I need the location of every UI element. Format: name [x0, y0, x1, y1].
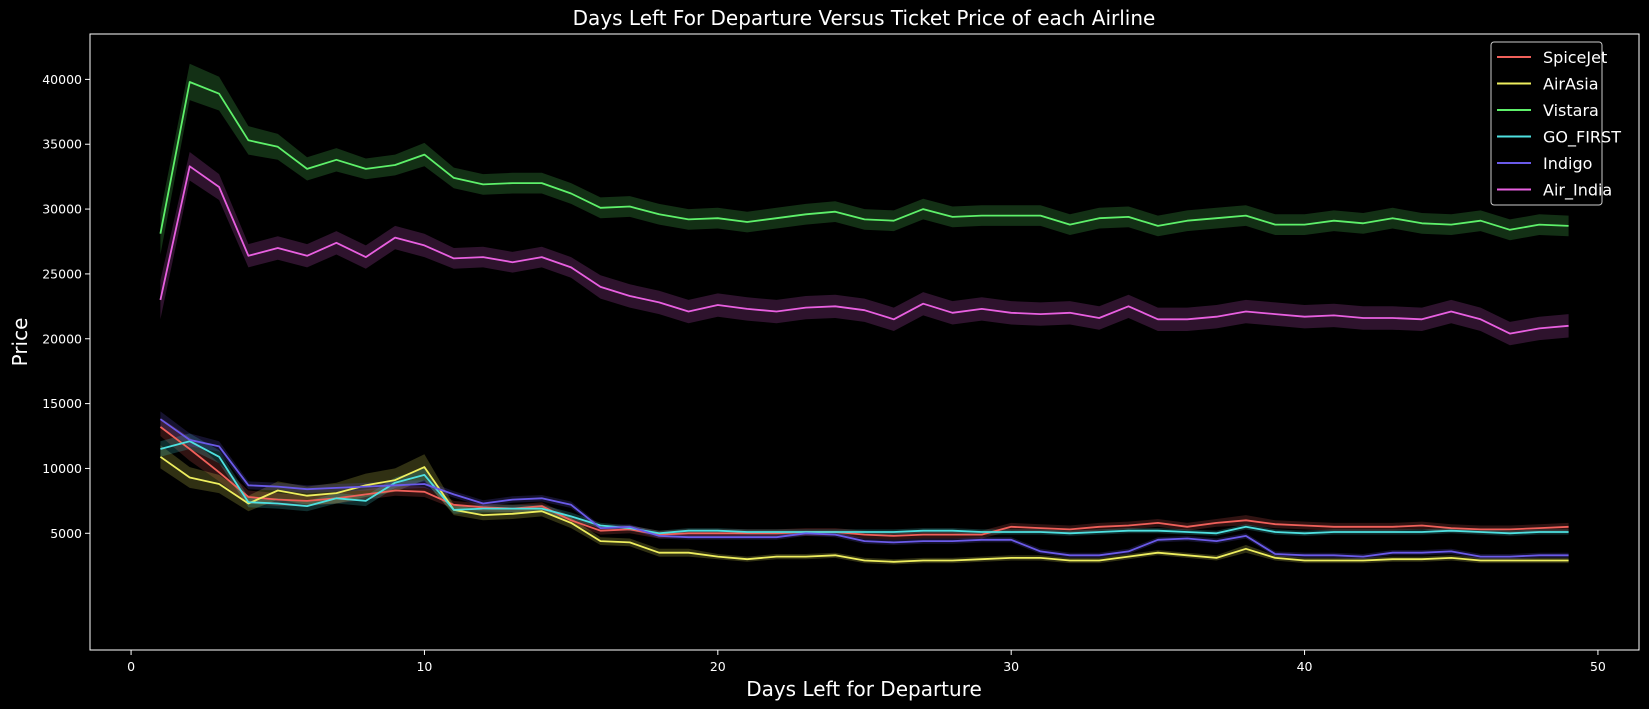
y-tick-label: 20000: [42, 331, 82, 346]
y-axis-ticks: 5000 10000 15000 20000 25000 30000 35000 40000: [42, 72, 90, 541]
line-vistara: [159, 81, 1569, 234]
x-tick-label: 40: [1297, 659, 1313, 674]
legend-label-go-first: GO_FIRST: [1543, 128, 1621, 148]
y-tick-label: 30000: [42, 202, 82, 217]
line-indigo: [159, 418, 1569, 558]
y-tick-label: 10000: [42, 461, 82, 476]
x-tick-label: 0: [127, 659, 135, 674]
x-tick-label: 50: [1590, 659, 1606, 674]
legend: SpiceJet AirAsia Vistara GO_FIRST Indigo Air_…: [1490, 41, 1621, 206]
y-tick-label: 40000: [42, 72, 82, 87]
y-tick-label: 25000: [42, 266, 82, 281]
legend-label-vistara: Vistara: [1543, 101, 1599, 120]
legend-label-spicejet: SpiceJet: [1543, 48, 1607, 67]
y-tick-label: 15000: [42, 396, 82, 411]
band-vistara: [160, 63, 1569, 255]
chart-title: Days Left For Departure Versus Ticket Pr…: [573, 6, 1156, 30]
legend-label-airasia: AirAsia: [1543, 75, 1599, 94]
y-tick-label: 35000: [42, 137, 82, 152]
x-tick-label: 10: [416, 659, 432, 674]
x-tick-label: 20: [710, 659, 726, 674]
x-axis-ticks: 0 10 20 30 40 50: [127, 650, 1606, 674]
line-go-first: [160, 440, 1569, 535]
band-air-india: [160, 152, 1569, 346]
band-go-first: [160, 433, 1569, 536]
x-tick-label: 30: [1003, 659, 1019, 674]
legend-label-air-india: Air_India: [1543, 181, 1612, 201]
x-axis-title: Days Left for Departure: [746, 677, 982, 701]
plot-frame: [89, 33, 1640, 651]
y-axis-title: Price: [8, 318, 32, 367]
line-spicejet: [159, 426, 1569, 537]
y-tick-label: 5000: [50, 526, 82, 541]
line-airasia: [159, 456, 1569, 563]
legend-label-indigo: Indigo: [1543, 154, 1592, 173]
series-lines: [159, 81, 1569, 563]
line-air-india: [159, 165, 1569, 335]
